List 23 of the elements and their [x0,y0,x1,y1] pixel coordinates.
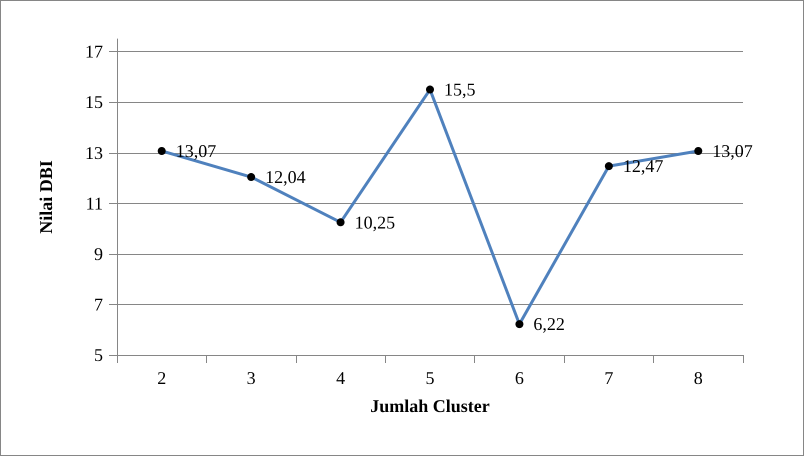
data-label: 10,25 [354,212,396,232]
x-axis-title: Jumlah Cluster [370,396,490,416]
y-tick-label: 13 [85,142,103,163]
y-tick-label: 17 [85,42,103,62]
data-label: 13,07 [176,140,216,161]
x-tick-label: 3 [246,368,256,388]
data-label: 15,5 [444,80,476,100]
data-label: 13,07 [712,140,753,161]
x-tick-label: 6 [514,368,524,388]
y-tick-label: 11 [86,193,103,214]
y-tick-label: 7 [94,294,103,314]
x-tick-label: 7 [604,368,614,388]
x-tick-label: 2 [157,368,166,388]
x-tick-label: 5 [426,368,434,388]
x-tick-label: 8 [694,368,703,388]
y-axis-title: Nilai DBI [36,160,56,234]
y-tick-label: 15 [85,92,103,112]
data-label: 6,22 [533,314,565,334]
y-tick-label: 5 [94,345,103,365]
data-label: 12,04 [265,167,306,188]
y-tick-label: 9 [94,244,103,264]
x-tick-label: 4 [336,368,346,388]
data-label: 12,47 [622,156,664,176]
